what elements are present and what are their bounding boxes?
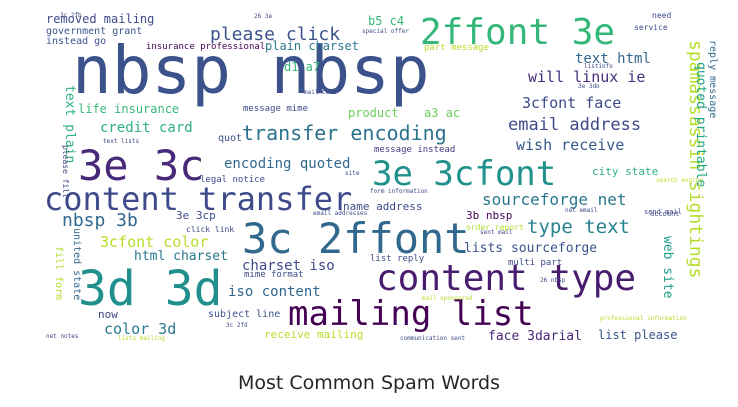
cloud-word: iso content: [228, 284, 321, 300]
cloud-word: 3c 2ffont: [242, 214, 470, 263]
cloud-word: instead go: [46, 36, 106, 47]
cloud-word: 3e 3c: [78, 141, 204, 190]
cloud-word: plain charset: [265, 39, 359, 53]
cloud-word: net notes: [46, 333, 79, 340]
cloud-word: mailing list: [288, 294, 534, 334]
cloud-word: please click: [210, 24, 340, 45]
cloud-word: insurance professional: [146, 42, 265, 52]
cloud-word: 26 3e: [254, 13, 272, 20]
cloud-word: credit card: [100, 120, 193, 136]
cloud-word: reply message: [707, 40, 718, 118]
cloud-word: will linux ie: [528, 68, 645, 86]
cloud-word: transfer encoding: [242, 121, 447, 145]
cloud-word: color 3d: [104, 320, 176, 338]
cloud-word: type text: [527, 216, 630, 238]
cloud-word: 3e 3do: [578, 83, 600, 90]
cloud-word: net email: [565, 207, 598, 214]
cloud-word: text html: [575, 51, 651, 67]
cloud-word: receive mailing: [264, 328, 363, 341]
cloud-word: sourceforge net: [482, 190, 627, 209]
cloud-word: nbsp nbsp: [72, 32, 430, 109]
cloud-word: spamassassin sightings: [685, 40, 706, 278]
cloud-word: 26 nbsp: [540, 277, 566, 284]
cloud-word: charset iso: [242, 258, 335, 274]
cloud-word: 3e 3cfont: [372, 154, 556, 194]
cloud-word: mail sponsored: [422, 295, 473, 302]
cloud-word: name address: [343, 200, 422, 213]
cloud-word: special offer: [362, 28, 409, 35]
cloud-word: text plain: [62, 85, 77, 163]
cloud-word: life insurance: [78, 102, 179, 116]
cloud-word: mime format: [244, 270, 304, 280]
cloud-word: quoted printable: [693, 62, 708, 187]
cloud-word: 3c 2fd: [226, 322, 248, 329]
cloud-word: 3cfont face: [522, 94, 621, 112]
cloud-word: email address: [508, 115, 641, 135]
cloud-word: service: [634, 23, 668, 32]
cloud-word: 2ffont 3e: [420, 12, 615, 53]
cloud-word: web site: [660, 236, 675, 299]
cloud-word: nbsp 3b: [62, 210, 138, 231]
cloud-word: search engine: [656, 177, 703, 184]
cloud-word: government grant: [46, 26, 142, 37]
cloud-word: email addresses: [313, 210, 368, 217]
figure-caption: Most Common Spam Words: [237, 372, 501, 394]
cloud-word: quot: [218, 133, 242, 144]
cloud-word: content type: [376, 258, 636, 299]
cloud-word: removed mailing: [46, 12, 154, 26]
cloud-word: form information: [370, 188, 428, 195]
cloud-word: a3 ac: [424, 106, 460, 120]
cloud-word: need: [652, 11, 671, 20]
cloud-word: encoding quoted: [224, 156, 350, 172]
cloud-word: send mail: [644, 208, 682, 216]
cloud-word: please fill: [61, 145, 70, 198]
cloud-word: city state: [592, 165, 658, 178]
cloud-word: product: [348, 106, 399, 120]
cloud-word: d1 a7: [284, 60, 320, 74]
cloud-word: united state: [71, 228, 82, 300]
cloud-word: 3c 2fb: [60, 12, 82, 19]
cloud-word: legal notice: [200, 175, 265, 185]
cloud-word: sent mail: [480, 229, 513, 236]
cloud-word: site: [345, 170, 360, 177]
cloud-word: 3e 3cp: [176, 209, 216, 222]
cloud-word: face 3darial: [488, 329, 582, 344]
cloud-word: lists mailing: [118, 335, 165, 342]
cloud-word: wish receive: [516, 136, 624, 154]
cloud-word: part message: [424, 43, 489, 53]
cloud-word: message instead: [374, 145, 455, 155]
cloud-word: content transfer: [44, 180, 352, 218]
cloud-word: b5 c4: [368, 14, 404, 28]
cloud-word: communication sent: [400, 335, 465, 342]
cloud-word: multi part: [508, 258, 562, 268]
word-cloud: nbsp nbsp 2ffont 3e 3e 3c 3e 3cfont content …: [44, 11, 718, 344]
cloud-word: text lists: [103, 138, 140, 145]
cloud-word: lists sourceforge: [464, 241, 597, 256]
cloud-word: fill form: [53, 246, 64, 300]
cloud-word: now: [98, 308, 118, 321]
cloud-word: 3cfont color: [100, 233, 208, 251]
cloud-word: list reply: [370, 254, 425, 264]
cloud-word: listinfo: [584, 63, 613, 70]
cloud-word: 3d 3d: [78, 261, 223, 317]
cloud-word: list please: [598, 328, 677, 342]
cloud-word: order report: [466, 223, 524, 232]
cloud-word: 3b nbsp: [466, 209, 512, 222]
cloud-word: mail code: [304, 89, 337, 96]
cloud-word: subject line: [208, 309, 280, 320]
cloud-word: professional information: [600, 315, 687, 322]
cloud-word: message mime: [243, 104, 308, 114]
cloud-word: html charset: [134, 249, 228, 264]
cloud-word: click link: [186, 225, 234, 234]
cloud-word: account: [650, 210, 680, 218]
